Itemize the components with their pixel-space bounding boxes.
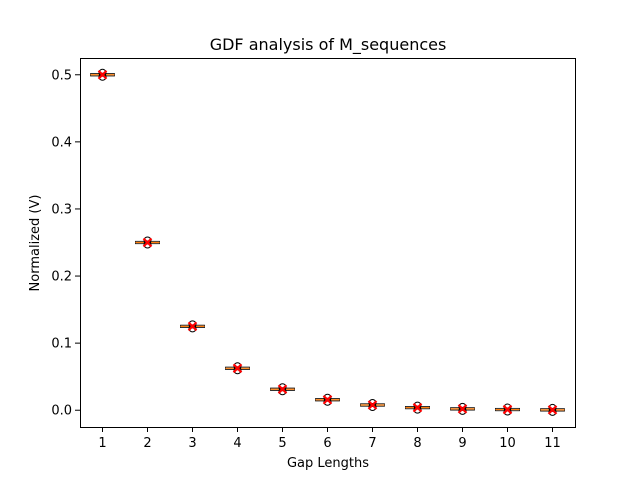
x-tick-label: 5: [278, 436, 286, 451]
x-tick-label: 6: [323, 436, 331, 451]
y-axis: 0.0 0.1 0.2 0.3 0.4 0.5: [51, 68, 80, 419]
y-tick-label: 0.0: [51, 404, 72, 419]
mean-marker: [232, 363, 243, 374]
mean-marker: [142, 237, 153, 248]
box-2: [135, 236, 160, 249]
box-8: [405, 401, 430, 414]
box-6: [315, 393, 340, 406]
x-axis: 1 2 3 4 5 6 7 8 9 10 11: [98, 427, 561, 451]
y-tick-label: 0.3: [51, 202, 72, 217]
x-axis-title: Gap Lengths: [287, 456, 369, 471]
mean-marker: [547, 405, 558, 415]
mean-marker: [367, 400, 378, 410]
chart-title: GDF analysis of M_sequences: [210, 35, 447, 55]
x-tick-label: 7: [368, 436, 376, 451]
x-tick-label: 9: [458, 436, 466, 451]
x-tick-label: 1: [98, 436, 106, 451]
mean-marker: [322, 394, 333, 405]
box-11: [540, 403, 565, 416]
box-1: [90, 68, 115, 81]
y-tick-label: 0.4: [51, 135, 72, 150]
mean-marker: [412, 402, 423, 413]
mean-marker: [502, 404, 513, 415]
y-tick-label: 0.1: [51, 337, 72, 352]
y-tick-label: 0.5: [51, 68, 72, 83]
mean-marker: [277, 384, 288, 395]
box-10: [495, 403, 520, 416]
box-3: [180, 320, 205, 333]
x-tick-label: 8: [413, 436, 421, 451]
box-4: [225, 362, 250, 375]
box-series: [90, 68, 565, 416]
x-tick-label: 3: [188, 436, 196, 451]
x-tick-label: 2: [143, 436, 151, 451]
y-axis-title: Normalized (V): [28, 195, 43, 292]
mean-marker: [187, 321, 198, 332]
x-tick-label: 4: [233, 436, 241, 451]
mean-marker: [457, 404, 468, 414]
box-7: [360, 398, 385, 411]
x-tick-label: 10: [499, 436, 516, 451]
box-9: [450, 402, 475, 415]
box-5: [270, 383, 295, 396]
y-tick-label: 0.2: [51, 270, 72, 285]
mean-marker: [97, 69, 108, 80]
x-tick-label: 11: [544, 436, 561, 451]
